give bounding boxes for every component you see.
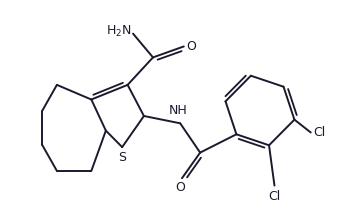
Text: O: O [187,40,197,53]
Text: S: S [118,151,126,164]
Text: O: O [175,181,185,194]
Text: H$_2$N: H$_2$N [106,24,131,39]
Text: Cl: Cl [268,190,281,203]
Text: Cl: Cl [314,126,326,139]
Text: NH: NH [169,104,188,117]
